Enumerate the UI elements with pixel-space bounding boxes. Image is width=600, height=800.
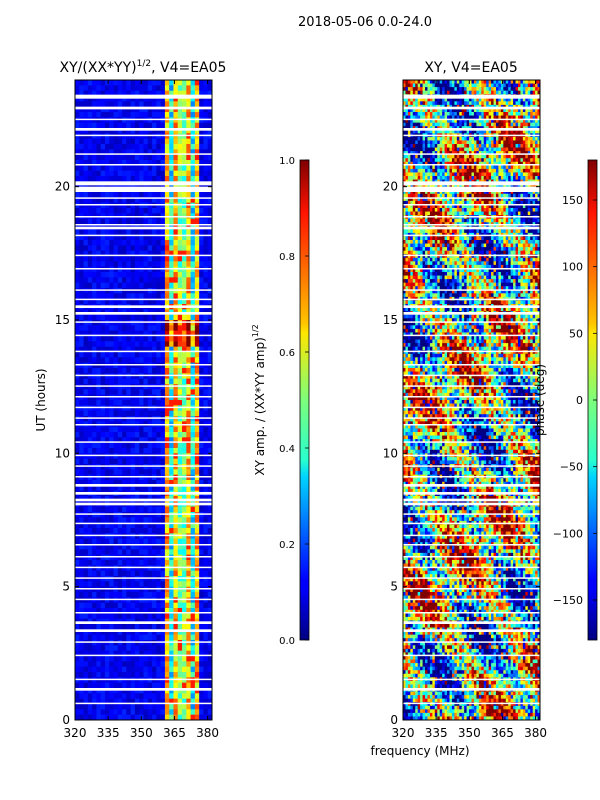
x-tick-label: 380 xyxy=(196,726,219,740)
y-tick-label: 20 xyxy=(383,180,398,194)
y-tick-label: 5 xyxy=(62,580,70,594)
phase-colorbar-label: phase (deg) xyxy=(533,364,547,436)
phase-heatmap: 320 335 350 365 380 0 5 10 15 20 xyxy=(383,79,547,740)
y-tick-label: 0 xyxy=(390,713,398,727)
amplitude-heatmap: 320 335 350 365 380 0 5 10 15 20 xyxy=(55,79,219,740)
amplitude-colorbar-label: XY amp. / (XX*YY amp)1/2 xyxy=(251,324,267,475)
y-tick-label: 15 xyxy=(55,313,70,327)
colorbar-tick-label: 0.0 xyxy=(279,636,295,647)
colorbar-tick-label: 0 xyxy=(576,394,583,407)
y-tick-label: 0 xyxy=(62,713,70,727)
left-ylabel: UT (hours) xyxy=(34,368,48,431)
x-tick-label: 365 xyxy=(163,726,186,740)
x-tick-label: 335 xyxy=(425,726,448,740)
y-tick-label: 10 xyxy=(55,446,70,460)
y-tick-label: 20 xyxy=(55,180,70,194)
figure-title: 2018-05-06 0.0-24.0 xyxy=(298,15,432,30)
colorbar-tick-label: −50 xyxy=(560,461,583,474)
x-tick-label: 320 xyxy=(64,726,87,740)
colorbar-tick-label: 150 xyxy=(562,194,583,207)
colorbar-tick-label: 0.4 xyxy=(279,444,295,455)
y-tick-label: 10 xyxy=(383,446,398,460)
colorbar-tick-label: 0.8 xyxy=(279,252,295,263)
x-tick-label: 350 xyxy=(130,726,153,740)
colorbar-tick-label: −150 xyxy=(553,594,583,607)
colorbar-tick-label: 0.2 xyxy=(279,540,295,551)
left-panel-title: XY/(XX*YY)1/2, V4=EA05 xyxy=(60,59,227,76)
y-tick-label: 5 xyxy=(390,580,398,594)
colorbar-tick-label: 1.0 xyxy=(279,156,295,167)
colorbar-tick-label: 0.6 xyxy=(279,348,295,359)
right-panel-title: XY, V4=EA05 xyxy=(424,60,518,76)
colorbar-tick-label: 50 xyxy=(569,327,583,340)
x-tick-label: 320 xyxy=(392,726,415,740)
x-tick-label: 365 xyxy=(491,726,514,740)
phase-colorbar: −150 −100 −50 0 50 100 150 phase (deg) xyxy=(533,159,598,641)
colorbar-tick-label: 100 xyxy=(562,261,583,274)
x-tick-label: 350 xyxy=(458,726,481,740)
x-tick-label: 335 xyxy=(97,726,120,740)
amplitude-colorbar: 0.0 0.2 0.4 0.6 0.8 1.0 XY amp. / (XX*YY amp)… xyxy=(251,156,310,647)
shared-xlabel: frequency (MHz) xyxy=(370,744,469,758)
y-tick-label: 15 xyxy=(383,313,398,327)
colorbar-tick-label: −100 xyxy=(553,527,583,540)
x-tick-label: 380 xyxy=(524,726,547,740)
